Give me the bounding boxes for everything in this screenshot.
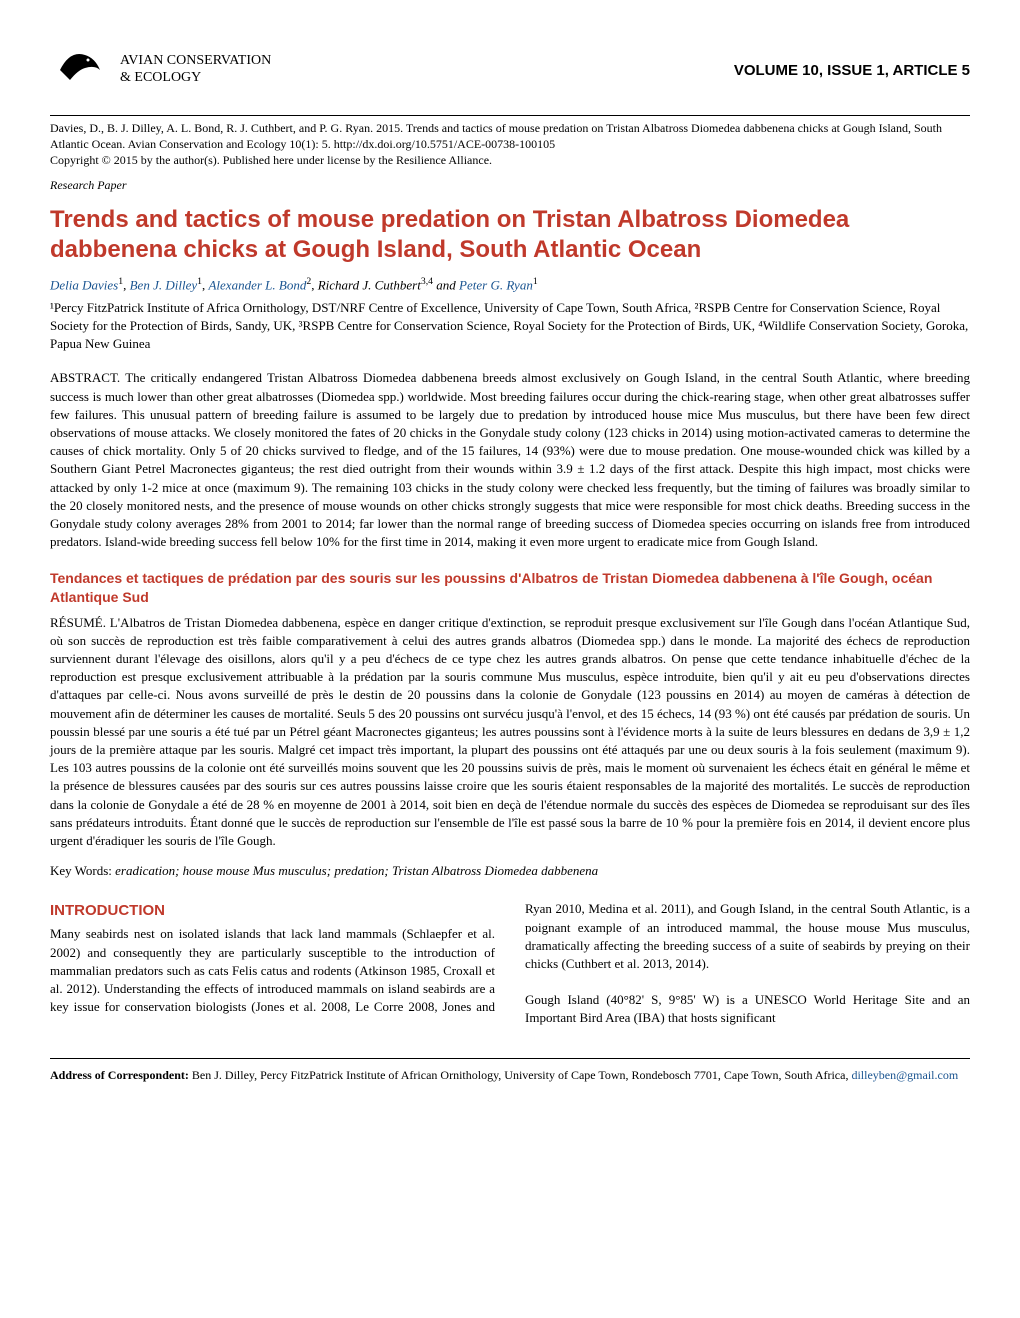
intro-p2: Gough Island (40°82' S, 9°85' W) is a UN…: [525, 992, 970, 1025]
author-list: Delia Davies1, Ben J. Dilley1, Alexander…: [50, 275, 970, 295]
journal-logo: AVIAN CONSERVATION & ECOLOGY: [50, 40, 271, 100]
divider: [50, 115, 970, 116]
footer: Address of Correspondent: Ben J. Dilley,…: [50, 1058, 970, 1084]
and-word: and: [436, 278, 456, 293]
header-row: AVIAN CONSERVATION & ECOLOGY VOLUME 10, …: [50, 40, 970, 100]
resume-label: RÉSUMÉ.: [50, 615, 106, 630]
copyright-text: Copyright © 2015 by the author(s). Publi…: [50, 153, 492, 167]
author-link-3[interactable]: Alexander L. Bond: [208, 278, 306, 293]
intro-section: INTRODUCTION Many seabirds nest on isola…: [50, 900, 970, 1027]
keywords-text: eradication; house mouse Mus musculus; p…: [115, 863, 598, 878]
abstract-label: ABSTRACT.: [50, 370, 120, 385]
author-link-1[interactable]: Delia Davies: [50, 278, 118, 293]
author-sup-2: 1: [197, 276, 202, 287]
keywords-line: Key Words: eradication; house mouse Mus …: [50, 862, 970, 880]
logo-line2: & ECOLOGY: [120, 70, 271, 87]
intro-columns: INTRODUCTION Many seabirds nest on isola…: [50, 900, 970, 1027]
footer-email-link[interactable]: dilleyben@gmail.com: [851, 1068, 958, 1082]
bird-icon: [50, 40, 110, 100]
volume-issue: VOLUME 10, ISSUE 1, ARTICLE 5: [734, 60, 970, 81]
intro-header: INTRODUCTION: [50, 900, 495, 921]
citation-text: Davies, D., B. J. Dilley, A. L. Bond, R.…: [50, 121, 942, 151]
keywords-label: Key Words:: [50, 863, 115, 878]
abstract-text: The critically endangered Tristan Albatr…: [50, 370, 970, 549]
logo-text: AVIAN CONSERVATION & ECOLOGY: [120, 53, 271, 87]
author-sup-4: 3,4: [421, 276, 433, 287]
affiliations: ¹Percy FitzPatrick Institute of Africa O…: [50, 299, 970, 354]
logo-line1: AVIAN CONSERVATION: [120, 53, 271, 70]
paper-type-label: Research Paper: [50, 177, 970, 194]
article-title: Trends and tactics of mouse predation on…: [50, 205, 970, 265]
author-sup-1: 1: [118, 276, 123, 287]
footer-text: Ben J. Dilley, Percy FitzPatrick Institu…: [189, 1068, 852, 1082]
resume-title: Tendances et tactiques de prédation par …: [50, 569, 970, 605]
author-plain-4: Richard J. Cuthbert: [318, 278, 421, 293]
resume-text: L'Albatros de Tristan Diomedea dabbenena…: [50, 615, 970, 848]
author-sup-5: 1: [533, 276, 538, 287]
author-sup-3: 2: [306, 276, 311, 287]
citation-block: Davies, D., B. J. Dilley, A. L. Bond, R.…: [50, 120, 970, 169]
abstract-block: ABSTRACT. The critically endangered Tris…: [50, 369, 970, 551]
resume-block: RÉSUMÉ. L'Albatros de Tristan Diomedea d…: [50, 614, 970, 850]
footer-label: Address of Correspondent:: [50, 1068, 189, 1082]
author-link-2[interactable]: Ben J. Dilley: [130, 278, 198, 293]
author-link-5[interactable]: Peter G. Ryan: [459, 278, 533, 293]
